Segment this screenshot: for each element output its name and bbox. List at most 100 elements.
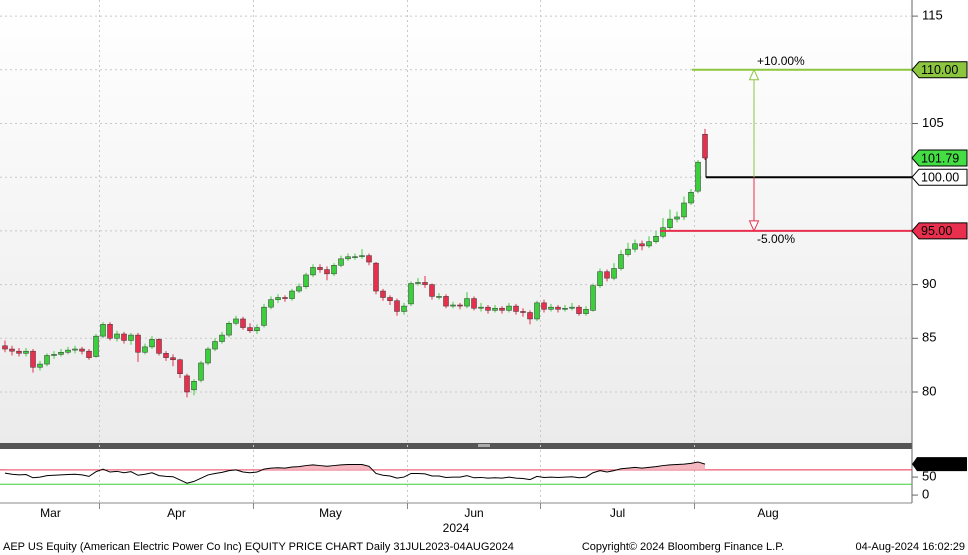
indicator-tag <box>912 457 967 472</box>
overbought-fill <box>5 461 705 470</box>
price-tag-label: 110.00 <box>921 63 958 77</box>
candle-body <box>142 346 148 353</box>
candle-body <box>30 350 36 368</box>
candle-body <box>660 227 666 237</box>
candle-body <box>177 359 183 374</box>
candle-body <box>450 304 456 307</box>
candle-body <box>317 267 323 270</box>
candle-body <box>492 307 498 311</box>
candle-body <box>51 354 57 356</box>
candle-body <box>681 202 687 218</box>
candle-body <box>604 271 610 279</box>
candle-body <box>583 309 589 314</box>
y-tick-label: 115 <box>922 8 943 23</box>
candle-body <box>639 243 645 247</box>
panel-divider <box>0 443 912 449</box>
candle-body <box>275 297 281 300</box>
candle-body <box>520 311 526 313</box>
candle-body <box>345 256 351 260</box>
candle-body <box>527 312 533 320</box>
candle-body <box>233 318 239 324</box>
candle-body <box>79 348 85 352</box>
candle-body <box>408 283 414 305</box>
candle-body <box>422 282 428 285</box>
candle-body <box>44 355 50 365</box>
price-tag <box>911 168 968 186</box>
candle-body <box>401 305 407 312</box>
candle-body <box>65 349 71 353</box>
candle-body <box>114 333 120 339</box>
candle-body <box>695 161 701 192</box>
candle-body <box>254 327 260 332</box>
candle-body <box>86 350 92 358</box>
candle-body <box>387 297 393 301</box>
y-tick-label: 90 <box>922 276 936 291</box>
candle-body <box>93 335 99 357</box>
candle-body <box>429 284 435 297</box>
candle-body <box>576 306 582 314</box>
candle-body <box>219 334 225 342</box>
price-tag-label: 100.00 <box>921 170 959 184</box>
candle-body <box>240 318 246 328</box>
candle-body <box>352 256 358 258</box>
y-tick-label: 0 <box>922 487 929 502</box>
x-axis-year: 2024 <box>443 521 470 535</box>
candle-body <box>534 302 540 320</box>
candle-body <box>674 216 680 220</box>
x-tick-label: Aug <box>757 506 778 520</box>
candle-body <box>464 298 470 307</box>
candle-body <box>247 327 253 332</box>
y-tick-label: 50 <box>922 469 936 484</box>
indicator-tag-label: 85.9357 <box>919 457 963 471</box>
candle-body <box>163 353 169 358</box>
level-pct: +10.00% <box>757 54 805 68</box>
candle-body <box>562 307 568 310</box>
candle-body <box>331 265 337 275</box>
candle-body <box>226 323 232 336</box>
candle-body <box>205 348 211 364</box>
price-tag <box>911 61 968 79</box>
candle-body <box>548 306 554 310</box>
candle-body <box>128 334 134 341</box>
candle-body <box>618 254 624 269</box>
candle-body <box>394 300 400 312</box>
y-tick-label: 80 <box>922 383 936 398</box>
candle-body <box>380 290 386 298</box>
candle-body <box>359 255 365 257</box>
candle-body <box>107 324 113 339</box>
y-tick-label: 85 <box>922 330 936 345</box>
candle-body <box>555 306 561 310</box>
candle-body <box>478 306 484 309</box>
candle-body <box>632 243 638 250</box>
y-tick-label: 105 <box>922 115 944 130</box>
candle-body <box>485 306 491 311</box>
indicator-line <box>4 461 706 484</box>
candle-body <box>296 286 302 292</box>
candle-body <box>170 357 176 361</box>
price-panel <box>0 0 912 443</box>
candle-body <box>702 133 708 159</box>
candle-body <box>191 380 197 391</box>
candle-body <box>121 333 127 341</box>
candle-body <box>198 362 204 381</box>
price-tag <box>911 149 968 167</box>
x-tick-label: Mar <box>40 506 61 520</box>
candle-body <box>443 296 449 307</box>
candle-body <box>653 236 659 242</box>
candle-body <box>9 348 15 352</box>
price-tag-label: 95.00 <box>921 224 952 238</box>
candle-body <box>212 341 218 350</box>
x-tick-label: Jun <box>464 506 483 520</box>
candle-body <box>23 350 29 354</box>
candle-body <box>541 302 547 310</box>
indicator-panel <box>0 449 912 503</box>
candle-body <box>611 268 617 279</box>
candle-body <box>366 255 372 263</box>
candle-body <box>58 352 64 355</box>
level-pct: -5.00% <box>757 232 795 246</box>
candle-body <box>310 267 316 276</box>
footer-left: AEP US Equity (American Electric Power C… <box>3 541 514 553</box>
candle-body <box>324 269 330 275</box>
candle-body <box>2 345 8 350</box>
